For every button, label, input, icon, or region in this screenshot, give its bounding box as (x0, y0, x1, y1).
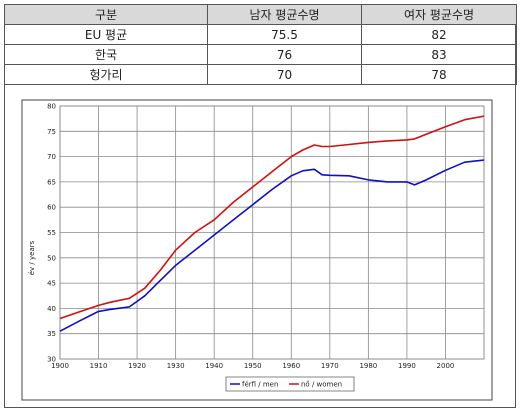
header-female-life-expectancy: 여자 평균수명 (361, 4, 517, 25)
x-tick-label: 1940 (205, 362, 223, 370)
series-line-men (59, 159, 485, 332)
y-tick-label: 70 (47, 153, 56, 161)
y-tick-label: 45 (47, 280, 56, 288)
x-tick-label: 1920 (128, 362, 146, 370)
legend-label-women: nő / women (301, 380, 342, 389)
y-tick-label: 55 (47, 229, 56, 237)
y-tick-label: 65 (47, 178, 56, 186)
y-tick-label: 40 (47, 305, 56, 313)
x-tick-label: 1990 (398, 362, 416, 370)
table-row: 한국 76 83 (4, 44, 517, 65)
male-value: 70 (207, 64, 362, 85)
male-value: 75.5 (207, 24, 362, 45)
header-category: 구분 (4, 4, 208, 25)
x-tick-label: 1930 (167, 362, 185, 370)
x-tick-label: 1910 (90, 362, 108, 370)
x-tick-label: 1970 (321, 362, 339, 370)
table-row: EU 평균 75.5 82 (4, 24, 517, 45)
table-row: 헝가리 70 78 (4, 64, 517, 85)
y-tick-label: 75 (47, 128, 56, 136)
x-tick-label: 1900 (51, 362, 69, 370)
table-header-row: 구분 남자 평균수명 여자 평균수명 (4, 4, 517, 25)
life-expectancy-chart: 30 35 40 45 50 55 60 65 70 75 80 1900 1910 1920 1930 19… (21, 99, 493, 401)
row-label: EU 평균 (4, 24, 208, 45)
x-tick-label: 2000 (437, 362, 455, 370)
chart-container: 30 35 40 45 50 55 60 65 70 75 80 1900 1910 1920 1930 19… (4, 92, 516, 408)
y-tick-label: 60 (47, 204, 56, 212)
x-tick-label: 1950 (244, 362, 262, 370)
chart-legend: férfi / men nő / women (225, 376, 355, 392)
female-value: 78 (361, 64, 517, 85)
female-value: 82 (361, 24, 517, 45)
header-male-life-expectancy: 남자 평균수명 (207, 4, 362, 25)
x-tick-label: 1980 (359, 362, 377, 370)
series-line-women (59, 115, 485, 320)
y-axis-label: év / years (28, 240, 36, 275)
y-tick-label: 35 (47, 330, 56, 338)
chart-series (59, 115, 485, 332)
y-tick-label: 80 (47, 103, 56, 111)
chart-grid (59, 105, 485, 360)
female-value: 83 (361, 44, 517, 65)
x-tick-label: 1960 (282, 362, 300, 370)
y-tick-label: 50 (47, 254, 56, 262)
male-value: 76 (207, 44, 362, 65)
row-label: 한국 (4, 44, 208, 65)
legend-label-men: férfi / men (242, 381, 278, 389)
life-expectancy-table: 구분 남자 평균수명 여자 평균수명 EU 평균 75.5 82 한국 76 8… (4, 4, 517, 85)
chart-axes: 30 35 40 45 50 55 60 65 70 75 80 1900 1910 1920 1930 19… (47, 103, 454, 371)
row-label: 헝가리 (4, 64, 208, 85)
y-tick-label: 30 (47, 356, 56, 364)
